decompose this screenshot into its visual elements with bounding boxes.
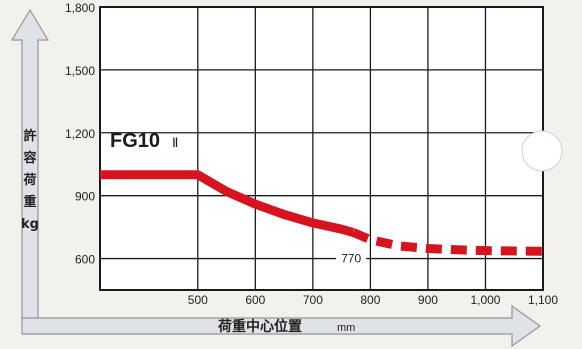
x-axis-label: 荷重中心位置 <box>217 318 302 335</box>
x-tick-800: 800 <box>360 293 380 307</box>
y-tick-labels: 600 900 1,200 1,500 1,800 <box>65 1 95 267</box>
x-tick-500: 500 <box>188 293 208 307</box>
x-tick-600: 600 <box>245 293 265 307</box>
y-axis-label-unit: kg <box>21 217 39 232</box>
annotation-bg <box>336 251 367 266</box>
series-layer <box>100 170 544 266</box>
y-tick-600: 600 <box>75 253 95 267</box>
y-axis-label-4: 重 <box>23 194 36 210</box>
x-tick-labels: 500 600 700 800 900 1,000 1,100 <box>188 293 559 307</box>
y-tick-1800: 1,800 <box>65 1 95 15</box>
x-axis-arrow <box>21 304 542 348</box>
series-label: FG10 <box>110 130 160 152</box>
page-hole <box>521 130 563 172</box>
y-axis-label-3: 荷 <box>22 172 36 188</box>
y-axis-label-1: 許 <box>23 128 36 144</box>
y-tick-1500: 1,500 <box>65 64 95 78</box>
x-axis-unit: mm <box>337 322 355 334</box>
x-tick-700: 700 <box>303 293 323 307</box>
series-label-suffix: Ⅱ <box>172 135 178 150</box>
x-tick-1100: 1,100 <box>528 293 558 307</box>
series-0-solid-line <box>100 170 355 237</box>
series-0-dashed-line <box>351 228 544 256</box>
y-axis-label-2: 容 <box>22 150 36 166</box>
x-tick-900: 900 <box>418 293 438 307</box>
y-tick-1200: 1,200 <box>65 127 95 141</box>
annotation-770: 770 <box>341 252 361 266</box>
y-axis-arrow <box>10 8 50 319</box>
x-tick-1000: 1,000 <box>470 293 500 307</box>
y-tick-900: 900 <box>75 190 95 204</box>
plot-area <box>99 6 544 291</box>
